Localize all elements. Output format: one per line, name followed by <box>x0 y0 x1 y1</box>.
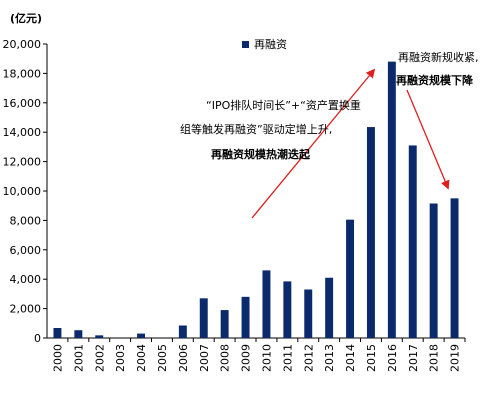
x-tick-label: 2001 <box>72 344 85 372</box>
x-tick-label: 2006 <box>177 344 190 372</box>
bar-2013 <box>325 277 334 338</box>
y-tick-label: 10,000 <box>3 185 42 198</box>
x-tick-label: 2018 <box>428 344 441 372</box>
x-tick-label: 2010 <box>260 344 273 372</box>
y-tick-label: 6,000 <box>10 244 42 257</box>
y-tick-label: 0 <box>34 332 41 345</box>
bar-2010 <box>262 270 271 338</box>
x-tick-label: 2003 <box>114 344 127 372</box>
bar-2016 <box>387 61 396 338</box>
y-axis-ticks: 0 2,000 4,000 6,000 8,000 10,000 12,000 14,000 1… <box>3 38 47 345</box>
y-axis-unit-label: (亿元) <box>10 11 42 25</box>
legend-label: 再融资 <box>254 38 287 51</box>
bar-2000 <box>53 328 62 338</box>
bar-2009 <box>241 296 250 338</box>
bar-2002 <box>95 335 104 338</box>
bar-2014 <box>346 219 355 338</box>
x-tick-label: 2005 <box>156 344 169 372</box>
bar-2019 <box>450 198 459 338</box>
y-tick-label: 12,000 <box>3 156 42 169</box>
y-tick-label: 16,000 <box>3 97 42 110</box>
y-tick-label: 4,000 <box>10 273 42 286</box>
x-tick-label: 2000 <box>51 344 64 372</box>
annotation-left-line-1: “IPO排队时间长”+“资产置换重 <box>206 98 361 112</box>
x-tick-label: 2009 <box>240 344 253 372</box>
x-tick-label: 2012 <box>302 344 315 372</box>
y-tick-label: 8,000 <box>10 214 42 227</box>
bar-2018 <box>429 203 438 338</box>
bar-2006 <box>178 325 187 338</box>
x-tick-label: 2016 <box>386 344 399 372</box>
x-tick-label: 2008 <box>219 344 232 372</box>
trend-arrow-down <box>406 89 450 190</box>
x-tick-label: 2014 <box>344 344 357 372</box>
annotation-left-line-2: 组等触发再融资”驱动定增上升, <box>180 122 332 136</box>
bar-2008 <box>220 310 229 338</box>
y-tick-label: 20,000 <box>3 38 42 51</box>
annotation-left-line-3: 再融资规模热潮迭起 <box>211 147 311 161</box>
x-tick-label: 2015 <box>365 344 378 372</box>
bar-2007 <box>199 298 208 338</box>
y-tick-label: 14,000 <box>3 126 42 139</box>
x-tick-label: 2004 <box>135 344 148 372</box>
legend-swatch <box>242 41 249 48</box>
bars <box>53 61 459 339</box>
x-tick-label: 2017 <box>407 344 420 372</box>
x-tick-label: 2007 <box>198 344 211 372</box>
trend-arrow-up <box>251 68 376 219</box>
bar-2011 <box>283 281 292 338</box>
annotation-right-line-1: 再融资新规收紧, <box>398 50 479 64</box>
bar-2001 <box>74 330 83 338</box>
bar-2004 <box>137 333 146 338</box>
x-tick-label: 2013 <box>323 344 336 372</box>
x-tick-label: 2002 <box>93 344 106 372</box>
annotation-right-line-2: 再融资规模下降 <box>396 73 474 87</box>
y-tick-label: 18,000 <box>3 67 42 80</box>
bar-2012 <box>304 289 313 338</box>
bar-2017 <box>408 145 417 338</box>
y-tick-label: 2,000 <box>10 303 42 316</box>
x-tick-label: 2019 <box>449 344 462 372</box>
bar-2015 <box>366 127 375 339</box>
x-axis-ticks: 2000 2001 2002 2003 2004 2005 2006 2007 2008 2009… <box>51 338 466 372</box>
x-tick-label: 2011 <box>281 344 294 372</box>
